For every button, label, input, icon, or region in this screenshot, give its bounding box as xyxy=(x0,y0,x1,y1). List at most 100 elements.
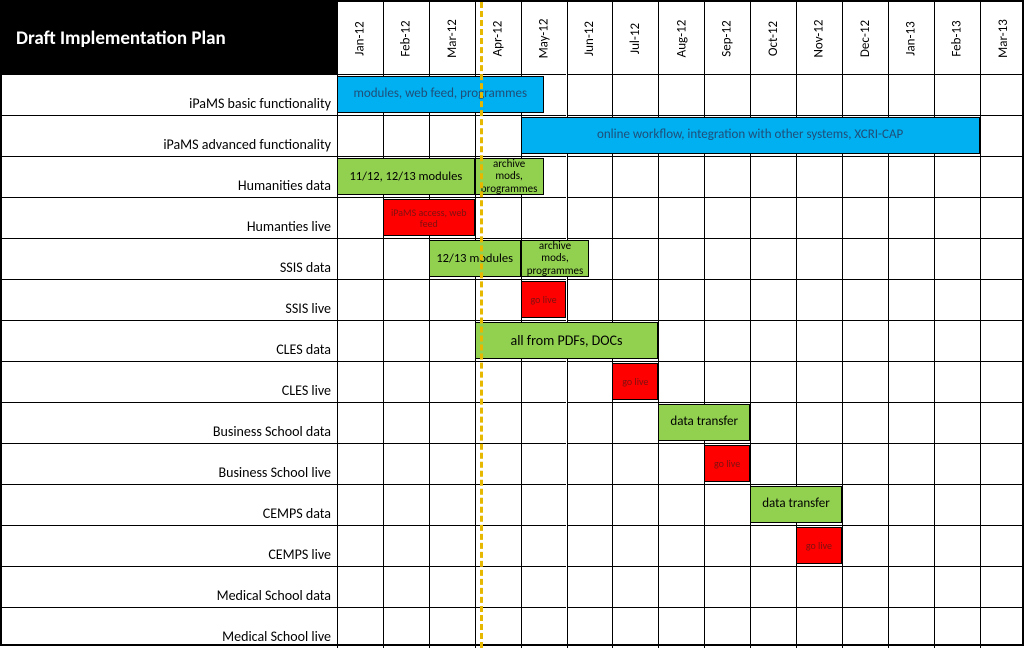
gantt-bar: data transfer xyxy=(750,486,842,523)
row-label: iPaMS basic functionality xyxy=(2,74,337,115)
grid-cell xyxy=(888,279,934,320)
grid-cell xyxy=(842,566,888,607)
grid-cell xyxy=(429,402,475,443)
grid-cell xyxy=(888,443,934,484)
grid-cell xyxy=(750,361,796,402)
grid-cell xyxy=(567,279,613,320)
grid-cell xyxy=(567,443,613,484)
grid-cell xyxy=(980,566,1024,607)
grid-cell xyxy=(750,566,796,607)
month-label: Apr-12 xyxy=(491,20,506,56)
grid-cell xyxy=(888,607,934,648)
gantt-bar: archive mods, programmes xyxy=(475,158,544,195)
grid-cell xyxy=(750,320,796,361)
row-label: Humanties live xyxy=(2,197,337,238)
grid-cell xyxy=(658,238,704,279)
grid-cell xyxy=(934,279,980,320)
grid-cell xyxy=(383,525,429,566)
gantt-bar: archive mods, programmes xyxy=(521,240,590,277)
grid-cell xyxy=(980,443,1024,484)
grid-cell xyxy=(704,607,750,648)
grid-cell xyxy=(337,566,383,607)
row-label: Medical School data xyxy=(2,566,337,607)
grid-cell xyxy=(934,525,980,566)
grid-cell xyxy=(337,115,383,156)
chart-title-text: Draft Implementation Plan xyxy=(16,27,226,50)
grid-cell xyxy=(704,156,750,197)
grid-cell xyxy=(658,279,704,320)
grid-cell xyxy=(337,238,383,279)
grid-cell xyxy=(796,238,842,279)
row-label: CEMPS live xyxy=(2,525,337,566)
grid-cell xyxy=(612,607,658,648)
grid-cell xyxy=(658,156,704,197)
grid-cell xyxy=(658,484,704,525)
grid-cell xyxy=(888,74,934,115)
grid-cell xyxy=(750,279,796,320)
gantt-chart: Draft Implementation Plan Jan-12Feb-12Ma… xyxy=(0,0,1024,646)
grid-cell xyxy=(521,607,567,648)
month-header: Sep-12 xyxy=(704,2,750,74)
gantt-bar: online workflow, integration with other … xyxy=(521,117,980,154)
grid-cell xyxy=(842,525,888,566)
grid-cell xyxy=(796,197,842,238)
grid-cell xyxy=(796,279,842,320)
grid-cell xyxy=(612,566,658,607)
gantt-bar: 11/12, 12/13 modules xyxy=(337,158,475,195)
grid-cell xyxy=(429,115,475,156)
grid-cell xyxy=(429,607,475,648)
month-label: Sep-12 xyxy=(720,20,735,56)
grid-cell xyxy=(383,484,429,525)
grid-cell xyxy=(888,402,934,443)
grid-cell xyxy=(429,484,475,525)
grid-cell xyxy=(750,156,796,197)
gantt-bar: go live xyxy=(704,445,750,482)
month-label: May-12 xyxy=(537,18,552,58)
grid-cell xyxy=(612,484,658,525)
grid-cell xyxy=(383,279,429,320)
grid-cell xyxy=(567,402,613,443)
gantt-bar: 12/13 modules xyxy=(429,240,521,277)
grid-cell xyxy=(521,361,567,402)
grid-cell xyxy=(658,361,704,402)
grid-cell xyxy=(704,484,750,525)
grid-cell xyxy=(612,443,658,484)
grid-cell xyxy=(383,443,429,484)
grid-cell xyxy=(934,156,980,197)
grid-cell xyxy=(750,443,796,484)
month-label: Jan-13 xyxy=(904,21,919,55)
grid-cell xyxy=(842,74,888,115)
chart-title: Draft Implementation Plan xyxy=(2,2,337,74)
grid-cell xyxy=(429,443,475,484)
grid-cell xyxy=(383,320,429,361)
month-header: Mar-12 xyxy=(429,2,475,74)
grid-cell xyxy=(842,156,888,197)
grid-cell xyxy=(796,361,842,402)
month-label: Aug-12 xyxy=(674,19,689,57)
grid-cell xyxy=(980,607,1024,648)
grid-cell xyxy=(888,197,934,238)
grid-cell xyxy=(567,156,613,197)
grid-cell xyxy=(934,361,980,402)
grid-cell xyxy=(337,525,383,566)
grid-cell xyxy=(337,320,383,361)
grid-cell xyxy=(612,238,658,279)
grid-cell xyxy=(980,197,1024,238)
grid-cell xyxy=(612,279,658,320)
row-label: CLES live xyxy=(2,361,337,402)
grid-cell xyxy=(337,402,383,443)
month-header: Feb-13 xyxy=(934,2,980,74)
grid-cell xyxy=(337,443,383,484)
month-label: Mar-13 xyxy=(996,19,1011,58)
grid-cell xyxy=(704,74,750,115)
grid-cell xyxy=(337,607,383,648)
grid-cell xyxy=(429,361,475,402)
month-label: Dec-12 xyxy=(858,19,873,56)
grid-cell xyxy=(980,484,1024,525)
grid-cell xyxy=(750,402,796,443)
grid-cell xyxy=(934,607,980,648)
grid-cell xyxy=(750,607,796,648)
row-label: iPaMS advanced functionality xyxy=(2,115,337,156)
row-label: SSIS data xyxy=(2,238,337,279)
grid-cell xyxy=(980,238,1024,279)
